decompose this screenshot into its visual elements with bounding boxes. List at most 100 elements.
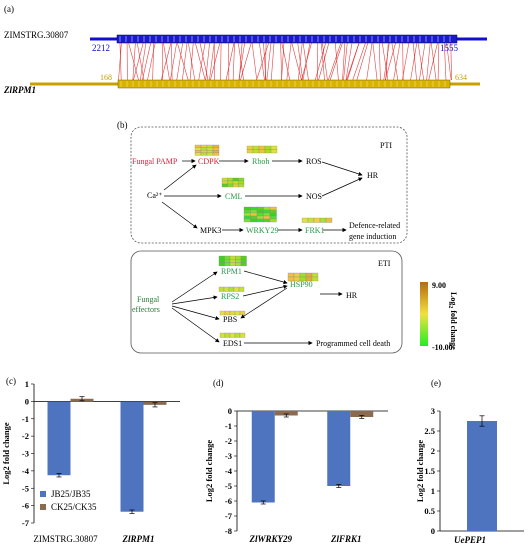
heatmap-cell [256, 212, 264, 217]
ros-label: ROS [306, 157, 322, 166]
defence-line2: gene induction [349, 232, 396, 241]
heatmap-cell [218, 262, 225, 267]
heatmap-cell [233, 286, 240, 292]
pbs-label: PBS [223, 315, 237, 324]
synteny-link [342, 42, 346, 81]
heatmap-cell [194, 147, 202, 151]
heatmap-cell [239, 332, 246, 338]
legend-min: -10.00 [432, 343, 453, 352]
heatmap-cell [269, 215, 277, 220]
heatmap-cell [218, 259, 225, 263]
y-tick-label: 0 [228, 406, 232, 416]
synteny-link [320, 42, 325, 81]
heatmap-cell [246, 145, 254, 150]
heatmap-cell [235, 259, 242, 263]
heatmap-cell [206, 152, 214, 156]
heatmap-eds1 [219, 332, 246, 338]
category-label: ZlWRKY29 [248, 534, 292, 544]
y-tick-label: -2 [22, 431, 29, 441]
fungal-effectors-line1: Fungal [137, 295, 160, 304]
synteny-link [266, 42, 272, 81]
cdpk-label: CDPK [198, 157, 220, 166]
synteny-link [402, 42, 410, 81]
synteny-link [139, 42, 147, 81]
synteny-link [119, 42, 122, 81]
heatmap-cell [250, 209, 258, 214]
heatmap-cell [263, 206, 271, 211]
y-tick-label: -2 [225, 436, 232, 446]
heatmap-cell [269, 218, 277, 223]
y-tick-label: 0 [25, 396, 29, 406]
heatmap-cell [194, 152, 202, 156]
y-tick-label: -4 [225, 466, 233, 476]
rpm1-label: RPM1 [221, 267, 242, 276]
y-tick-label: -7 [225, 511, 233, 521]
heatmap-cell [221, 180, 228, 185]
synteny-link [209, 42, 215, 81]
category-label: ZlFRK1 [330, 534, 362, 544]
heatmap-cml [221, 177, 245, 188]
synteny-link [133, 42, 144, 81]
fungal-effectors-line2: effectors [132, 305, 160, 314]
legend-max: 9.00 [432, 281, 446, 290]
pti-label: PTI [380, 141, 392, 150]
y-tick-label: -8 [225, 526, 232, 536]
heatmap-cell [263, 218, 271, 223]
synteny-link [160, 42, 172, 81]
y-tick-label: 3 [431, 406, 435, 416]
heatmap-cell [232, 180, 239, 185]
synteny-link [352, 42, 366, 81]
synteny-link [378, 42, 381, 81]
heatmap-cell [305, 276, 313, 282]
eds1-label: EDS1 [223, 339, 242, 348]
synteny-link [163, 42, 170, 81]
synteny-link [232, 42, 235, 81]
y-axis-title: Log2 fold change [1, 422, 11, 485]
heatmap-cell [219, 332, 226, 338]
y-tick-label: -6 [22, 501, 29, 511]
synteny-link [412, 42, 417, 81]
heatmap-cell [238, 177, 245, 182]
chart-e: (e) 0 0.5 1 1.5 2 2.5 3 Log2 fold change UePEP1 [415, 378, 524, 545]
panel-b-label: (b) [117, 120, 128, 130]
y-axis-title: Log2 fold change [415, 440, 425, 503]
ca-label: Ca²⁺ [147, 191, 163, 200]
y-tick-label: -3 [225, 451, 232, 461]
heatmap-cdpk [194, 144, 220, 156]
heatmap-cell [227, 183, 234, 188]
heatmap-cell [200, 147, 208, 151]
synteny-link [298, 42, 303, 81]
heatmap-cell [229, 332, 236, 338]
heatmap-cell [240, 262, 247, 267]
eti-arrows [171, 270, 343, 346]
heatmap-cell [239, 310, 246, 316]
synteny-link [410, 42, 418, 81]
synteny-link [385, 42, 389, 81]
heatmap-cell [212, 150, 220, 153]
y-tick-label: 1 [25, 379, 29, 389]
synteny-link [291, 42, 302, 81]
heatmap-cell [235, 262, 242, 267]
heatmap-cell [234, 310, 241, 316]
legend-label: JB25/JB35 [51, 489, 91, 499]
chart-c: (c) -7 -6 -5 -4 -3 -2 -1 0 1 Log2 fold change ZIMST… [1, 376, 180, 544]
heatmap-cell [228, 286, 235, 292]
y-tick-label: 0.5 [424, 506, 435, 516]
y-tick-label: -7 [22, 518, 30, 528]
synteny-link [210, 42, 221, 81]
bottom-gene-box [117, 79, 451, 89]
synteny-link [372, 42, 378, 81]
synteny-link [286, 42, 292, 81]
heatmap-cell [219, 310, 226, 316]
heatmap-cell [224, 255, 231, 260]
bar [467, 421, 497, 531]
heatmap-cell [227, 177, 234, 182]
synteny-link [195, 42, 206, 81]
heatmap-cell [250, 218, 258, 223]
bar [274, 411, 298, 416]
heatmap-cell [246, 149, 254, 154]
y-tick-label: 0 [431, 526, 435, 536]
heatmap-cell [263, 212, 271, 217]
heatmap-cell [287, 276, 295, 282]
synteny-link [199, 42, 209, 81]
